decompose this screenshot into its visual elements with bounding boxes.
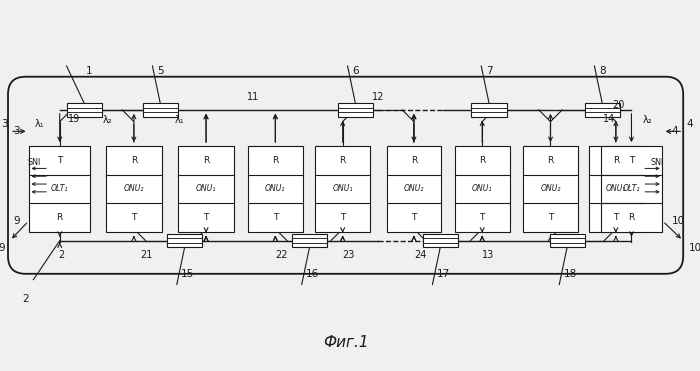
Text: 16: 16 xyxy=(306,269,319,279)
Text: T: T xyxy=(273,213,278,222)
Text: 24: 24 xyxy=(414,250,426,260)
Text: SNI: SNI xyxy=(27,158,41,167)
Bar xyxy=(601,146,661,232)
Text: 12: 12 xyxy=(372,92,384,102)
Text: R: R xyxy=(411,156,417,165)
Text: ONU₁: ONU₁ xyxy=(332,184,353,193)
Text: T: T xyxy=(613,213,619,222)
Bar xyxy=(423,234,458,247)
Text: λ₂: λ₂ xyxy=(103,115,113,125)
Text: SNI: SNI xyxy=(650,158,664,167)
Bar xyxy=(178,146,235,232)
Text: R: R xyxy=(612,156,619,165)
Text: 2: 2 xyxy=(58,250,64,260)
Text: ONU₂: ONU₂ xyxy=(540,184,561,193)
Text: 5: 5 xyxy=(157,66,164,76)
Text: 22: 22 xyxy=(275,250,288,260)
Text: 14: 14 xyxy=(603,114,615,124)
Text: 15: 15 xyxy=(181,269,194,279)
Text: T: T xyxy=(204,213,209,222)
Text: R: R xyxy=(340,156,346,165)
Text: ONU₁: ONU₁ xyxy=(196,184,216,193)
Bar xyxy=(248,146,302,232)
Text: 8: 8 xyxy=(599,66,605,76)
Text: R: R xyxy=(203,156,209,165)
Text: λ₂: λ₂ xyxy=(643,115,653,125)
Text: T: T xyxy=(629,156,634,165)
Text: T: T xyxy=(548,213,553,222)
Text: ONU₂: ONU₂ xyxy=(404,184,424,193)
Text: R: R xyxy=(547,156,554,165)
Text: 4: 4 xyxy=(686,119,693,128)
Text: 6: 6 xyxy=(352,66,358,76)
Text: R: R xyxy=(272,156,279,165)
Text: T: T xyxy=(411,213,416,222)
Bar xyxy=(66,103,102,117)
Text: R: R xyxy=(131,156,137,165)
Bar xyxy=(338,103,373,117)
Text: T: T xyxy=(131,213,136,222)
Text: λ₁: λ₁ xyxy=(34,119,44,128)
Text: 20: 20 xyxy=(612,100,624,110)
Bar xyxy=(455,146,510,232)
Bar xyxy=(523,146,578,232)
Text: 7: 7 xyxy=(486,66,492,76)
Bar xyxy=(584,103,620,117)
Bar xyxy=(472,103,507,117)
Text: T: T xyxy=(480,213,485,222)
Text: ONU₂: ONU₂ xyxy=(124,184,144,193)
Text: 19: 19 xyxy=(67,114,80,124)
Text: λ₁: λ₁ xyxy=(175,115,185,125)
Text: ONU₁: ONU₁ xyxy=(606,184,626,193)
Bar xyxy=(143,103,178,117)
Bar xyxy=(106,146,162,232)
Text: R: R xyxy=(629,213,635,222)
Text: R: R xyxy=(57,213,63,222)
Text: 17: 17 xyxy=(437,269,450,279)
Text: T: T xyxy=(340,213,345,222)
Text: T: T xyxy=(57,156,62,165)
Bar xyxy=(167,234,202,247)
Bar xyxy=(315,146,370,232)
Text: OLT₂: OLT₂ xyxy=(623,184,640,193)
Text: 13: 13 xyxy=(482,250,494,260)
Text: 3: 3 xyxy=(13,127,20,137)
Text: ONU₁: ONU₁ xyxy=(472,184,492,193)
Text: 2: 2 xyxy=(22,294,29,304)
Text: R: R xyxy=(479,156,485,165)
Text: 9: 9 xyxy=(13,216,20,226)
Text: Фиг.1: Фиг.1 xyxy=(323,335,368,349)
Bar xyxy=(550,234,584,247)
Text: OLT₁: OLT₁ xyxy=(51,184,69,193)
Text: 11: 11 xyxy=(247,92,259,102)
Text: ONU₂: ONU₂ xyxy=(265,184,286,193)
Text: 9: 9 xyxy=(0,243,5,253)
Text: 10: 10 xyxy=(689,243,700,253)
Bar xyxy=(292,234,327,247)
Text: 21: 21 xyxy=(141,250,153,260)
Text: 23: 23 xyxy=(343,250,355,260)
Text: 4: 4 xyxy=(671,127,678,137)
Bar xyxy=(386,146,441,232)
Bar xyxy=(29,146,90,232)
Text: 18: 18 xyxy=(564,269,577,279)
Text: 1: 1 xyxy=(85,66,92,76)
Text: 10: 10 xyxy=(671,216,685,226)
Text: 3: 3 xyxy=(1,119,8,128)
Bar xyxy=(589,146,643,232)
